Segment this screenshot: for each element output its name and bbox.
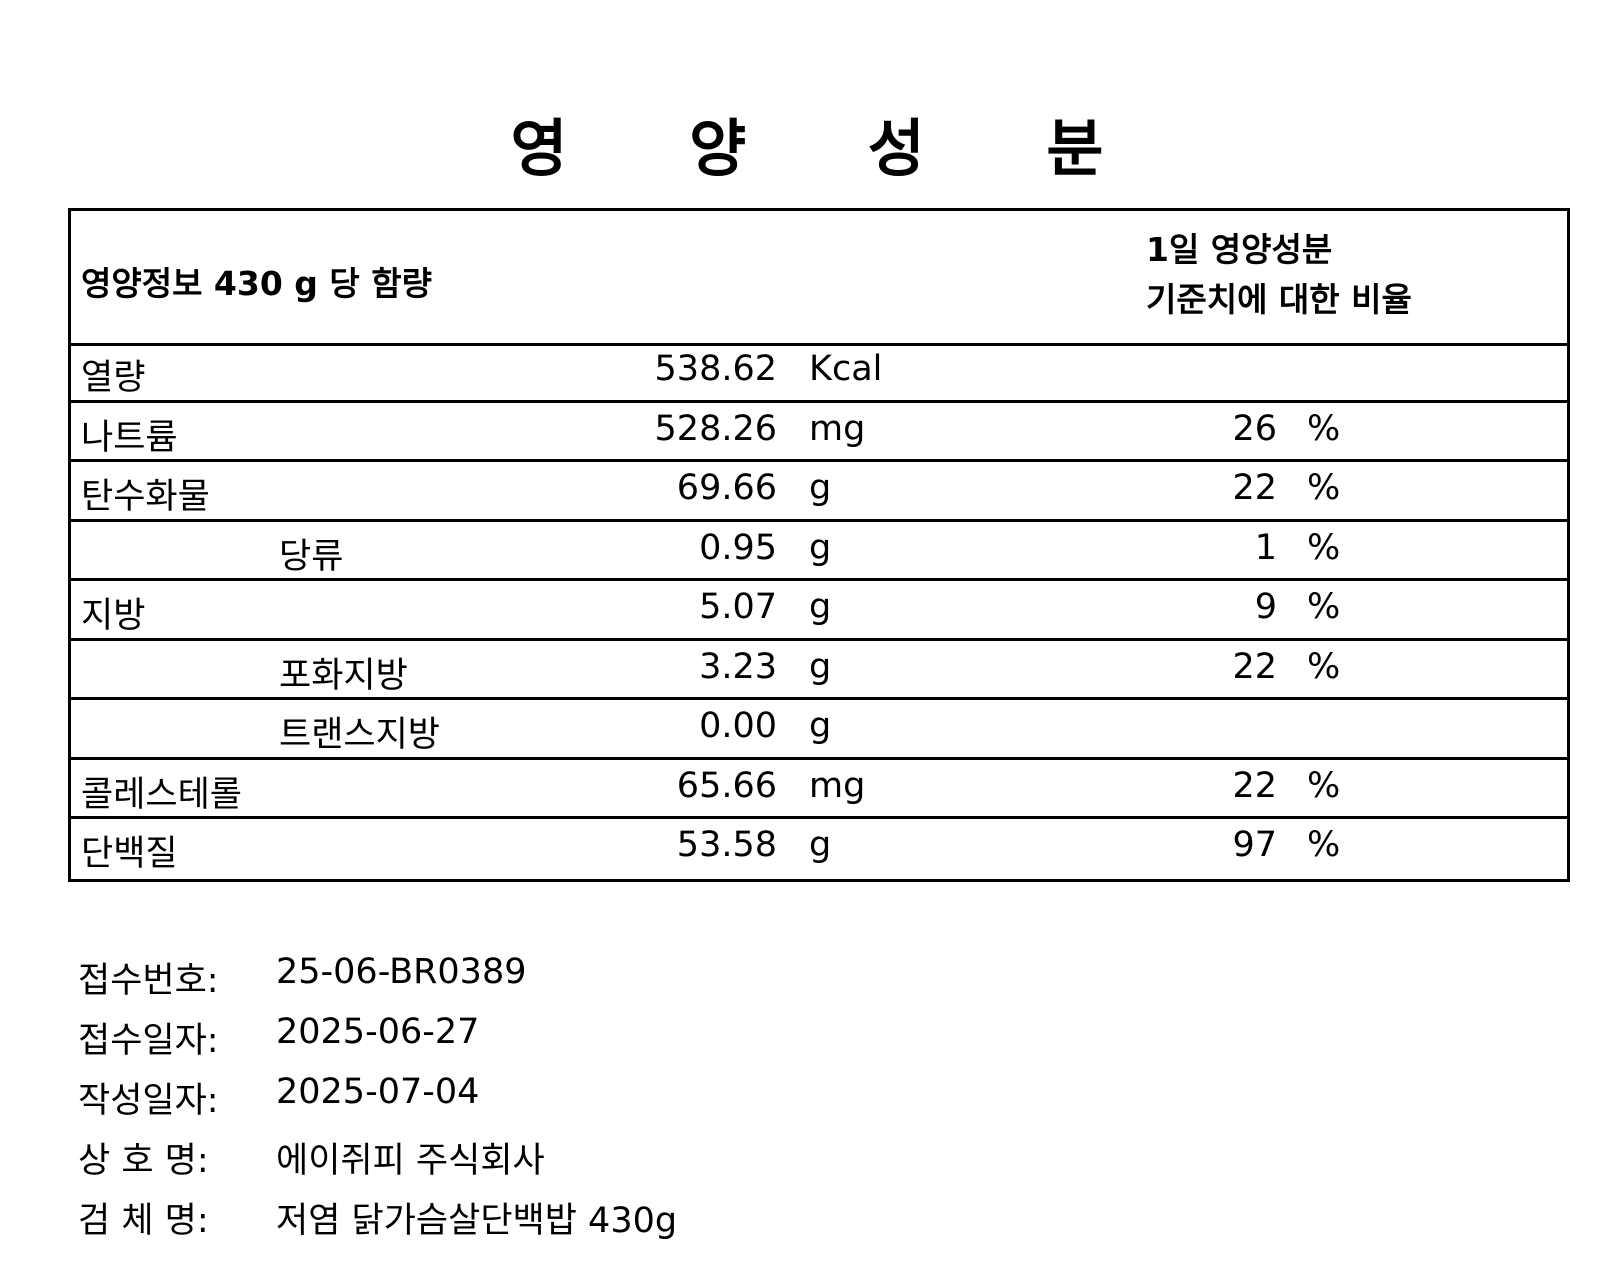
table-row: 나트륨 528.26 mg 26% bbox=[71, 403, 1567, 462]
percent-sign: % bbox=[1307, 527, 1341, 568]
nutrient-value: 65.66 bbox=[676, 765, 777, 806]
nutrient-unit: mg bbox=[809, 765, 866, 806]
nutrient-unit: g bbox=[809, 825, 832, 865]
percent-sign: % bbox=[1307, 468, 1341, 508]
daily-value-percent: 22 bbox=[1232, 468, 1277, 508]
table-row: 지방 5.07 g 9% bbox=[71, 581, 1567, 641]
footer-value: 에이쥐피 주식회사 bbox=[276, 1141, 545, 1181]
nutrient-name: 트랜스지방 bbox=[279, 715, 441, 755]
nutrient-unit: mg bbox=[809, 408, 866, 449]
nutrient-name: 지방 bbox=[81, 596, 146, 636]
daily-value-percent: 26 bbox=[1232, 408, 1277, 449]
footer-label: 검 체 명: bbox=[78, 1201, 209, 1241]
footer-label: 접수번호: bbox=[78, 961, 219, 1001]
nutrient-name: 당류 bbox=[279, 536, 344, 577]
table-row: 단백질 53.58 g 97% bbox=[71, 819, 1567, 879]
nutrient-value: 0.95 bbox=[699, 527, 777, 568]
percent-sign: % bbox=[1307, 825, 1341, 865]
footer-label: 상 호 명: bbox=[78, 1141, 209, 1181]
daily-value-percent: 97 bbox=[1232, 825, 1277, 865]
table-row: 당류 0.95 g 1% bbox=[71, 522, 1567, 581]
daily-value-percent: 22 bbox=[1232, 765, 1277, 806]
table-header: 영양정보 430 g 당 함량 1일 영양성분 기준치에 대한 비율 bbox=[71, 211, 1567, 346]
footer-value: 25-06-BR0389 bbox=[276, 952, 527, 992]
table-row: 열량 538.62 Kcal bbox=[71, 343, 1567, 403]
nutrient-value: 69.66 bbox=[676, 468, 777, 508]
nutrient-value: 53.58 bbox=[676, 825, 777, 865]
footer-label: 작성일자: bbox=[78, 1081, 219, 1121]
header-daily-value-line2: 기준치에 대한 비율 bbox=[1146, 280, 1412, 319]
nutrient-unit: g bbox=[809, 527, 832, 568]
daily-value-percent: 1 bbox=[1254, 527, 1277, 568]
nutrient-value: 3.23 bbox=[699, 646, 777, 687]
footer-value: 2025-06-27 bbox=[276, 1012, 480, 1052]
nutrient-name: 열량 bbox=[81, 358, 146, 398]
daily-value-percent: 22 bbox=[1232, 646, 1277, 687]
footer-value: 저염 닭가슴살단백밥 430g bbox=[276, 1201, 678, 1241]
nutrient-name: 포화지방 bbox=[279, 655, 408, 696]
percent-sign: % bbox=[1307, 408, 1341, 449]
nutrient-value: 5.07 bbox=[699, 587, 777, 627]
nutrient-unit: Kcal bbox=[809, 349, 883, 389]
nutrition-table: 영양정보 430 g 당 함량 1일 영양성분 기준치에 대한 비율 열량 538… bbox=[68, 208, 1570, 882]
nutrient-name: 단백질 bbox=[81, 834, 178, 874]
daily-value-percent: 9 bbox=[1254, 587, 1277, 627]
nutrient-name: 콜레스테롤 bbox=[81, 774, 243, 815]
header-daily-value: 1일 영양성분 기준치에 대한 비율 bbox=[1146, 225, 1412, 325]
nutrient-unit: g bbox=[809, 587, 832, 627]
nutrient-name: 탄수화물 bbox=[81, 477, 210, 517]
header-serving: 영양정보 430 g 당 함량 bbox=[81, 264, 432, 303]
nutrient-value: 0.00 bbox=[699, 706, 777, 746]
nutrient-unit: g bbox=[809, 468, 832, 508]
footer-value: 2025-07-04 bbox=[276, 1072, 480, 1112]
nutrient-name: 나트륨 bbox=[81, 417, 178, 458]
percent-sign: % bbox=[1307, 646, 1341, 687]
percent-sign: % bbox=[1307, 587, 1341, 627]
nutrient-unit: g bbox=[809, 706, 832, 746]
footer-label: 접수일자: bbox=[78, 1021, 219, 1061]
table-row: 탄수화물 69.66 g 22% bbox=[71, 462, 1567, 522]
table-row: 트랜스지방 0.00 g bbox=[71, 700, 1567, 760]
nutrient-unit: g bbox=[809, 646, 832, 687]
percent-sign: % bbox=[1307, 765, 1341, 806]
nutrient-value: 538.62 bbox=[654, 349, 777, 389]
page-title: 영 양 성 분 bbox=[510, 112, 1154, 185]
header-daily-value-line1: 1일 영양성분 bbox=[1146, 230, 1333, 269]
table-row: 콜레스테롤 65.66 mg 22% bbox=[71, 760, 1567, 819]
table-row: 포화지방 3.23 g 22% bbox=[71, 641, 1567, 700]
nutrient-value: 528.26 bbox=[654, 408, 777, 449]
